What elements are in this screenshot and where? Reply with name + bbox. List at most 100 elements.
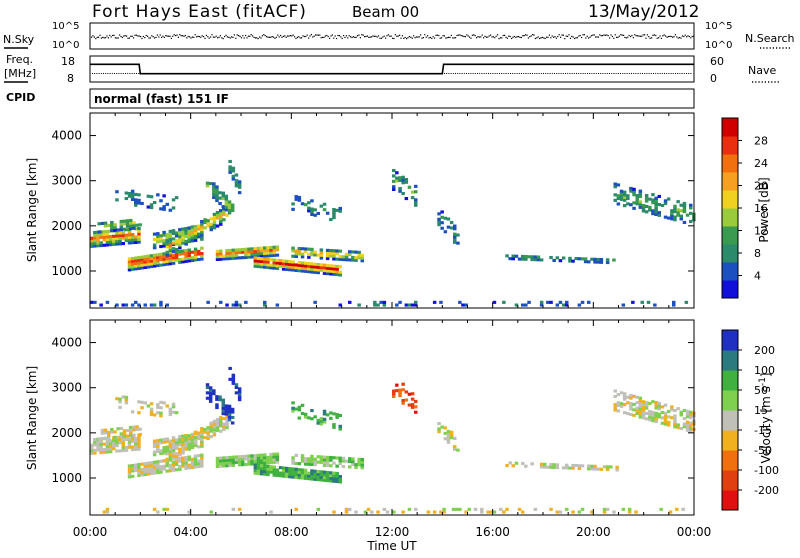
heatmap-cell xyxy=(93,300,97,304)
heatmap-cell xyxy=(219,421,223,425)
heatmap-cell xyxy=(234,460,239,464)
heatmap-cell xyxy=(130,410,135,414)
heatmap-cell xyxy=(168,262,173,266)
heatmap-cell xyxy=(338,303,342,307)
heatmap-cell xyxy=(527,300,531,304)
heatmap-cell xyxy=(272,263,276,267)
heatmap-cell xyxy=(325,254,330,258)
heatmap-cell xyxy=(335,270,339,274)
heatmap-cell xyxy=(234,300,239,304)
heatmap-cell xyxy=(130,257,135,261)
heatmap-cell xyxy=(348,300,352,304)
heatmap-cell xyxy=(414,190,418,194)
nsky-point xyxy=(578,35,580,37)
nave-point xyxy=(567,73,569,74)
heatmap-cell xyxy=(291,470,295,474)
heatmap-cell xyxy=(227,200,232,204)
heatmap-cell xyxy=(626,412,630,416)
heatmap-cell xyxy=(174,457,179,461)
heatmap-cell xyxy=(439,510,443,514)
heatmap-cell xyxy=(127,268,132,272)
heatmap-cell xyxy=(197,431,201,435)
heatmap-cell xyxy=(256,252,261,256)
heatmap-cell xyxy=(322,202,327,206)
heatmap-cell xyxy=(351,255,355,259)
heatmap-cell xyxy=(612,510,616,514)
heatmap-cell xyxy=(440,210,444,214)
heatmap-cell xyxy=(410,196,415,200)
heatmap-cell xyxy=(426,510,431,514)
nsky-point xyxy=(263,34,265,36)
heatmap-cell xyxy=(222,459,226,463)
nave-point xyxy=(109,73,111,74)
heatmap-cell xyxy=(253,454,258,458)
heatmap-cell xyxy=(152,471,157,475)
heatmap-cell xyxy=(206,426,210,430)
nave-point xyxy=(686,73,687,74)
velocity-xlabel: Time UT xyxy=(366,539,417,553)
heatmap-cell xyxy=(373,303,377,307)
heatmap-cell xyxy=(275,473,280,477)
heatmap-cell xyxy=(638,402,643,406)
nsky-point xyxy=(257,38,259,40)
colorbar-swatch xyxy=(722,430,738,451)
x-tick-label: 08:00 xyxy=(274,525,309,539)
heatmap-cell xyxy=(259,459,264,463)
heatmap-cell xyxy=(663,422,668,426)
heatmap-cell xyxy=(219,416,223,420)
heatmap-cell xyxy=(137,266,141,270)
heatmap-cell xyxy=(174,196,179,200)
heatmap-cell xyxy=(247,255,251,259)
heatmap-cell xyxy=(648,197,652,201)
nsky-point xyxy=(469,36,471,38)
heatmap-cell xyxy=(291,254,295,258)
heatmap-cell xyxy=(124,228,129,232)
heatmap-cell xyxy=(577,510,582,514)
heatmap-cell xyxy=(682,422,687,426)
nsky-point xyxy=(417,36,419,38)
heatmap-cell xyxy=(190,432,195,436)
heatmap-cell xyxy=(244,255,248,259)
nave-point xyxy=(554,73,555,74)
heatmap-cell xyxy=(313,208,317,212)
heatmap-cell xyxy=(313,457,317,461)
heatmap-cell xyxy=(174,452,179,456)
heatmap-cell xyxy=(521,303,525,307)
heatmap-cell xyxy=(178,453,182,457)
heatmap-cell xyxy=(577,466,582,470)
heatmap-cell xyxy=(354,510,358,514)
heatmap-cell xyxy=(168,463,173,467)
heatmap-cell xyxy=(682,220,687,224)
heatmap-cell xyxy=(263,262,267,266)
heatmap-cell xyxy=(307,253,311,257)
heatmap-cell xyxy=(272,452,276,456)
heatmap-cell xyxy=(107,436,111,440)
heatmap-cell xyxy=(329,217,333,221)
nsky-point xyxy=(359,37,361,39)
heatmap-cell xyxy=(344,507,349,511)
nave-point xyxy=(98,73,100,74)
heatmap-cell xyxy=(644,194,649,198)
heatmap-cell xyxy=(121,443,125,447)
heatmap-cell xyxy=(168,208,173,212)
nsky-point xyxy=(687,35,689,37)
heatmap-cell xyxy=(137,261,141,265)
nave-point xyxy=(617,73,619,74)
nsky-point xyxy=(211,34,213,36)
nave-point xyxy=(444,73,445,74)
heatmap-cell xyxy=(638,410,643,414)
heatmap-cell xyxy=(205,391,210,395)
heatmap-cell xyxy=(127,262,132,266)
heatmap-cell xyxy=(197,232,201,236)
heatmap-cell xyxy=(348,507,352,511)
heatmap-cell xyxy=(458,300,462,304)
heatmap-cell xyxy=(341,255,346,259)
heatmap-cell xyxy=(329,456,333,460)
nsky-point xyxy=(527,37,529,39)
heatmap-cell xyxy=(401,401,405,405)
heatmap-cell xyxy=(209,429,213,433)
heatmap-cell xyxy=(218,196,222,200)
heatmap-cell xyxy=(165,437,169,441)
heatmap-cell xyxy=(244,253,248,257)
heatmap-cell xyxy=(619,197,624,201)
